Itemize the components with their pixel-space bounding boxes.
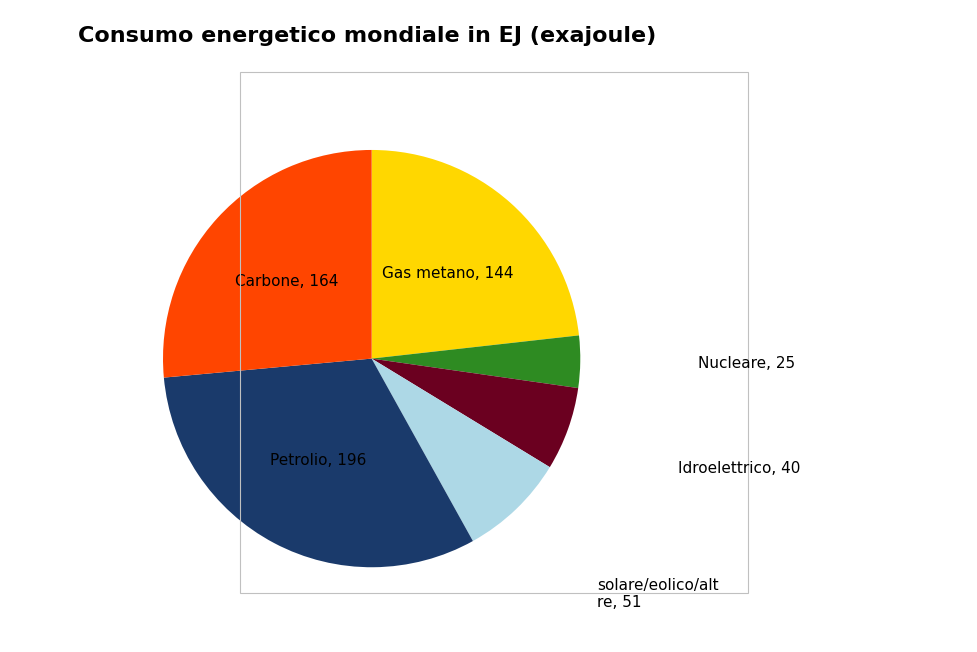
Text: Consumo energetico mondiale in EJ (exajoule): Consumo energetico mondiale in EJ (exajo… (78, 26, 656, 46)
Text: Carbone, 164: Carbone, 164 (234, 274, 338, 289)
Text: Idroelettrico, 40: Idroelettrico, 40 (678, 461, 800, 476)
Wedge shape (371, 359, 577, 467)
Text: Gas metano, 144: Gas metano, 144 (382, 265, 513, 280)
Wedge shape (371, 359, 549, 541)
Text: Nucleare, 25: Nucleare, 25 (697, 356, 794, 371)
Wedge shape (163, 150, 371, 378)
Text: solare/eolico/alt
re, 51: solare/eolico/alt re, 51 (597, 578, 718, 610)
Text: Petrolio, 196: Petrolio, 196 (270, 452, 365, 467)
Wedge shape (371, 335, 579, 388)
Wedge shape (371, 150, 578, 359)
Wedge shape (164, 359, 473, 567)
